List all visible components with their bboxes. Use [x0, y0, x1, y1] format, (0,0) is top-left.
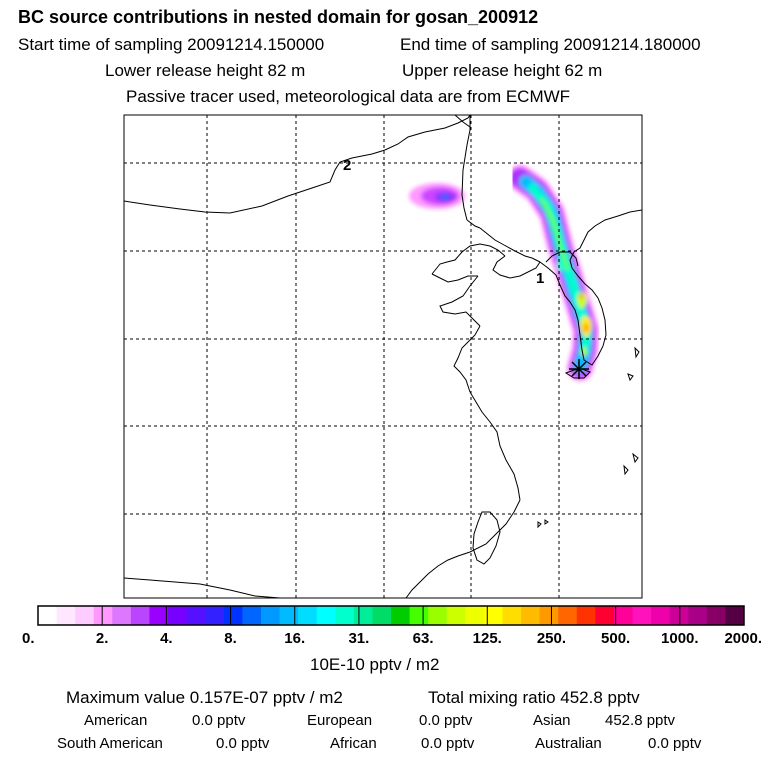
colorbar-swatch — [223, 606, 243, 625]
colorbar-swatch — [558, 606, 578, 625]
colorbar-swatch — [353, 606, 373, 625]
colorbar-swatch — [75, 606, 95, 625]
asian-value: 452.8 pptv — [605, 712, 676, 729]
colorbar-swatch — [706, 606, 726, 625]
colorbar-swatch — [502, 606, 522, 625]
colorbar-swatch — [483, 606, 503, 625]
colorbar-tick-label: 31. — [348, 630, 369, 647]
end-time-label: End time of sampling 20091214.180000 — [400, 35, 701, 54]
colorbar-swatch — [688, 606, 708, 625]
colorbar-swatch — [576, 606, 596, 625]
lower-release-label: Lower release height 82 m — [105, 61, 306, 80]
colorbar-swatch — [391, 606, 411, 625]
colorbar-swatch — [149, 606, 169, 625]
colorbar-tick-label: 63. — [413, 630, 434, 647]
colorbar-swatch — [130, 606, 150, 625]
colorbar-swatch — [112, 606, 132, 625]
american-label: American — [84, 712, 148, 729]
colorbar-swatch — [446, 606, 466, 625]
colorbar-swatch — [428, 606, 448, 625]
map-background — [124, 115, 642, 598]
african-label: African — [330, 735, 377, 752]
colorbar-swatch — [651, 606, 671, 625]
australian-label: Australian — [535, 735, 602, 752]
start-time-label: Start time of sampling 20091214.150000 — [18, 35, 325, 54]
colorbar-tick-label: 4. — [160, 630, 173, 647]
colorbar-swatch — [38, 606, 58, 625]
plume-korea — [507, 165, 599, 381]
south-american-value: 0.0 pptv — [216, 735, 270, 752]
colorbar-swatch — [316, 606, 336, 625]
asian-label: Asian — [533, 712, 571, 729]
chart-title: BC source contributions in nested domain… — [18, 7, 539, 27]
marker-2-label: 2 — [343, 157, 351, 174]
african-value: 0.0 pptv — [421, 735, 475, 752]
colorbar-swatch — [372, 606, 392, 625]
max-value-text: Maximum value 0.157E-07 pptv / m2 — [66, 688, 343, 707]
american-value: 0.0 pptv — [192, 712, 246, 729]
marker-1-label: 1 — [536, 270, 544, 287]
tracer-note: Passive tracer used, meteorological data… — [126, 87, 571, 106]
european-value: 0.0 pptv — [419, 712, 473, 729]
colorbar-swatch — [260, 606, 281, 625]
european-label: European — [307, 712, 373, 729]
coastlines — [124, 115, 642, 598]
receptor-star-icon — [569, 359, 589, 379]
total-mixing-text: Total mixing ratio 452.8 pptv — [428, 688, 640, 707]
colorbar-tick-label: 2. — [96, 630, 109, 647]
colorbar-swatch — [465, 606, 485, 625]
colorbar-tick-label: 250. — [537, 630, 566, 647]
colorbar-swatch — [539, 606, 559, 625]
colorbar-swatch — [56, 606, 76, 625]
colorbar-swatch — [595, 606, 615, 625]
colorbar-swatch — [632, 606, 652, 625]
colorbar-unit-label: 10E-10 pptv / m2 — [310, 655, 440, 674]
colorbar-tick-label: 2000. — [724, 630, 762, 647]
colorbar-frame — [37, 605, 745, 626]
map-frame — [123, 114, 643, 599]
south-american-label: South American — [57, 735, 163, 752]
colorbar-tick-label: 1000. — [661, 630, 699, 647]
australian-value: 0.0 pptv — [648, 735, 702, 752]
colorbar — [38, 606, 745, 625]
colorbar-swatch — [93, 606, 113, 625]
colorbar-swatch — [279, 606, 299, 625]
colorbar-tick-label: 8. — [224, 630, 237, 647]
colorbar-tick-label: 0. — [22, 630, 35, 647]
map-grid — [124, 115, 642, 598]
colorbar-swatch — [205, 606, 225, 625]
colorbar-swatch — [186, 606, 206, 625]
colorbar-swatch — [669, 606, 689, 625]
colorbar-tick-label: 500. — [601, 630, 630, 647]
upper-release-label: Upper release height 62 m — [402, 61, 603, 80]
colorbar-tick-label: 125. — [473, 630, 502, 647]
colorbar-swatch — [298, 606, 318, 625]
colorbar-swatch — [242, 606, 262, 625]
colorbar-swatch — [725, 606, 745, 625]
colorbar-tick-label: 16. — [284, 630, 305, 647]
colorbar-swatch — [613, 606, 634, 625]
plume-west — [409, 183, 465, 209]
colorbar-swatch — [521, 606, 541, 625]
colorbar-swatch — [409, 606, 429, 625]
colorbar-swatch — [168, 606, 188, 625]
colorbar-swatch — [335, 606, 355, 625]
colorbar-ticks: 0. 2. 4. 8. 16. 31. 63. 125. 250. 500. 1000. 2000. — [22, 605, 762, 647]
